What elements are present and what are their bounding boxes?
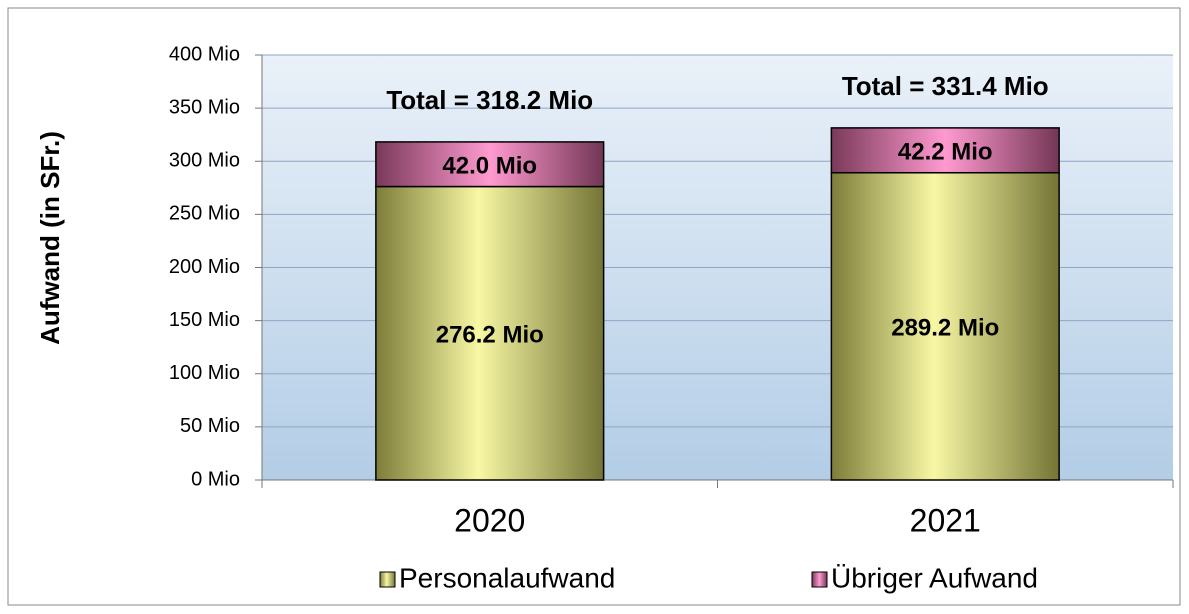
y-tick-label: 400 Mio bbox=[169, 43, 240, 65]
value-label: 289.2 Mio bbox=[891, 315, 999, 342]
legend-label: Personalaufwand bbox=[399, 562, 615, 593]
bar-segment bbox=[830, 171, 1060, 481]
y-tick-label: 250 Mio bbox=[169, 203, 240, 225]
bar-segment bbox=[375, 185, 605, 481]
total-label: Total = 331.4 Mio bbox=[842, 71, 1049, 101]
total-label: Total = 318.2 Mio bbox=[386, 85, 593, 115]
value-label: 42.2 Mio bbox=[898, 139, 993, 166]
y-tick-label: 300 Mio bbox=[169, 150, 240, 172]
x-tick-label: 2021 bbox=[910, 502, 981, 538]
bar-segment bbox=[830, 127, 1060, 174]
value-label: 42.0 Mio bbox=[442, 153, 537, 180]
y-tick-label: 350 Mio bbox=[169, 96, 240, 118]
y-tick-label: 100 Mio bbox=[169, 362, 240, 384]
legend-swatch bbox=[379, 571, 396, 588]
x-tick-label: 2020 bbox=[454, 502, 525, 538]
y-tick-label: 0 Mio bbox=[191, 468, 240, 490]
legend-swatch bbox=[811, 571, 828, 588]
y-tick-label: 50 Mio bbox=[180, 415, 240, 437]
y-tick-label: 200 Mio bbox=[169, 256, 240, 278]
y-axis-title: Aufwand (in SFr.) bbox=[35, 131, 65, 345]
bar-segment bbox=[375, 141, 605, 188]
legend-label: Übriger Aufwand bbox=[831, 562, 1038, 593]
value-label: 276.2 Mio bbox=[436, 322, 544, 349]
y-tick-label: 150 Mio bbox=[169, 309, 240, 331]
